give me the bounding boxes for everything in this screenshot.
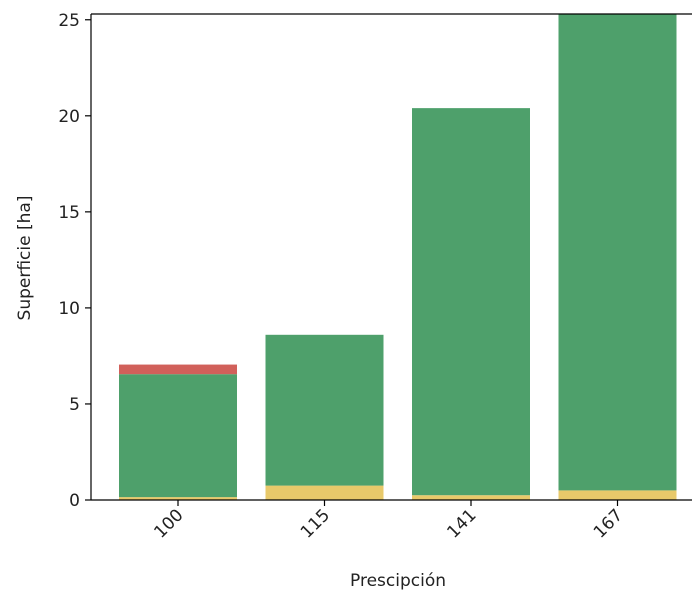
y-axis: 0 5 10 15 20 25 xyxy=(58,11,91,511)
y-axis-label: Superficie [ha] xyxy=(15,196,35,321)
x-axis: 100 115 141 167 xyxy=(150,500,627,542)
y-tick-label: 25 xyxy=(58,11,80,31)
x-tick-label: 100 xyxy=(150,505,187,542)
y-tick-label: 10 xyxy=(58,299,80,319)
bar-segment-167-s0 xyxy=(558,490,677,500)
x-axis-label: Prescipción xyxy=(350,571,446,591)
bar-segment-141-s0 xyxy=(412,495,530,500)
bar-segment-141-s1 xyxy=(412,108,530,496)
bar-segment-115-s1 xyxy=(265,334,384,486)
x-tick-label: 115 xyxy=(297,505,334,542)
y-tick-label: 0 xyxy=(69,491,80,511)
bar-segment-100-s2 xyxy=(119,364,237,375)
y-tick-label: 15 xyxy=(58,203,80,223)
bars-group xyxy=(119,14,677,500)
bar-segment-167-s1 xyxy=(558,14,677,491)
bar-segment-115-s0 xyxy=(265,485,384,500)
x-tick-label: 141 xyxy=(443,505,480,542)
y-tick-label: 20 xyxy=(58,107,80,127)
y-tick-label: 5 xyxy=(69,395,80,415)
x-tick-label: 167 xyxy=(590,505,627,542)
bar-segment-100-s1 xyxy=(119,374,237,498)
bar-segment-100-s0 xyxy=(119,497,237,500)
